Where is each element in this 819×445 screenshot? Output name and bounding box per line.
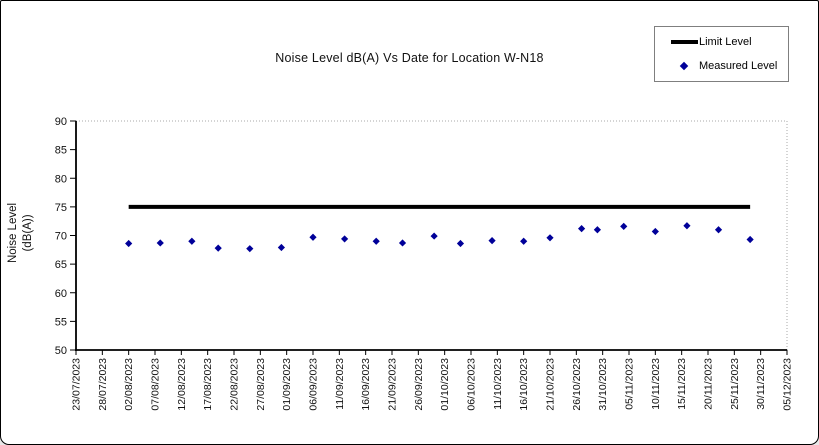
x-tick-label: 21/10/2023: [545, 358, 557, 411]
x-tick-label: 22/08/2023: [229, 358, 241, 411]
measured-point: [651, 227, 659, 236]
measured-point: [714, 226, 723, 234]
legend-item-measured-level: Measured Level: [655, 54, 788, 78]
measured-point: [456, 239, 465, 248]
x-tick-label: 01/09/2023: [281, 358, 293, 411]
limit-line-icon: [655, 30, 699, 54]
x-tick-label: 02/08/2023: [123, 358, 135, 411]
measured-point: [398, 239, 407, 247]
x-tick-label: 06/10/2023: [466, 358, 478, 411]
measured-point: [546, 234, 554, 242]
x-tick-label: 07/08/2023: [150, 358, 162, 411]
x-tick-label: 12/08/2023: [176, 358, 188, 411]
x-tick-label: 05/12/2023: [782, 358, 794, 411]
measured-point: [593, 226, 601, 234]
legend-label-limit-level: Limit Level: [699, 36, 752, 48]
x-tick-label: 10/11/2023: [650, 358, 662, 410]
x-tick-label: 15/11/2023: [676, 358, 688, 410]
legend-item-limit-level: Limit Level: [655, 30, 788, 54]
x-tick-label: 17/08/2023: [202, 358, 214, 411]
measured-point: [430, 232, 438, 240]
x-tick-label: 16/10/2023: [518, 358, 530, 411]
x-tick-label: 30/11/2023: [755, 358, 767, 410]
measured-point: [520, 237, 528, 245]
x-tick-label: 28/07/2023: [97, 358, 109, 411]
measured-point: [488, 237, 496, 245]
measured-point: [125, 239, 133, 248]
measured-point: [683, 222, 691, 230]
x-tick-label: 23/07/2023: [71, 358, 83, 411]
y-tick-label: 85: [55, 145, 67, 157]
y-tick-label: 75: [55, 202, 67, 214]
x-tick-label: 01/10/2023: [439, 358, 451, 411]
x-tick-label: 21/09/2023: [387, 358, 399, 411]
y-tick-label: 65: [55, 259, 67, 271]
x-tick-label: 11/09/2023: [334, 358, 346, 410]
y-tick-label: 60: [55, 288, 67, 300]
x-tick-label: 16/09/2023: [360, 358, 372, 411]
measured-point: [156, 239, 164, 247]
measured-point: [578, 225, 586, 233]
legend-label-measured-level: Measured Level: [699, 60, 778, 72]
x-tick-label: 31/10/2023: [597, 358, 609, 411]
chart-title: Noise Level dB(A) Vs Date for Location W…: [275, 51, 544, 65]
legend: Limit Level Measured Level: [654, 26, 789, 82]
measured-point: [214, 244, 222, 252]
measured-point: [188, 237, 196, 245]
measured-point: [372, 237, 380, 245]
x-tick-label: 05/11/2023: [624, 358, 636, 410]
x-tick-label: 25/11/2023: [729, 358, 741, 410]
y-tick-label: 90: [55, 116, 67, 128]
x-tick-label: 27/08/2023: [255, 358, 267, 411]
y-tick-label: 55: [55, 316, 67, 328]
measured-point: [309, 233, 317, 241]
measured-point: [277, 243, 285, 252]
y-tick-label: 50: [55, 345, 67, 357]
y-tick-label: 70: [55, 231, 67, 243]
x-tick-label: 06/09/2023: [308, 358, 320, 411]
measured-point: [341, 235, 349, 243]
x-tick-label: 11/10/2023: [492, 358, 504, 410]
measured-point: [246, 245, 254, 253]
x-tick-label: 26/09/2023: [413, 358, 425, 411]
measured-point: [746, 235, 754, 244]
x-tick-label: 20/11/2023: [703, 358, 715, 410]
x-tick-label: 26/10/2023: [571, 358, 583, 411]
measured-point: [620, 222, 628, 230]
y-tick-label: 80: [55, 173, 67, 185]
